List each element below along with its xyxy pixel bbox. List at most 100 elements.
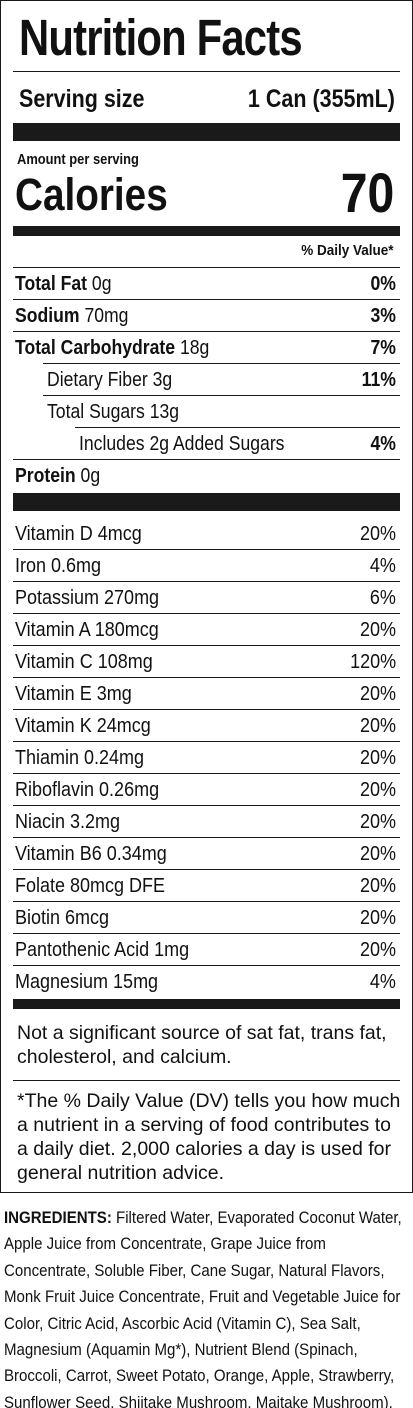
divider	[13, 267, 400, 268]
row-divider	[13, 331, 400, 332]
row-divider	[13, 299, 400, 300]
vitamin-name: Vitamin A 180mcg	[15, 619, 159, 641]
nutrient-row-protein: Protein 0g	[13, 460, 400, 492]
nutrient-name: Total Fat	[15, 273, 88, 295]
vitamin-row: Potassium 270mg 6%	[13, 582, 400, 614]
vitamin-dv: 20%	[359, 907, 396, 929]
vitamin-row: Niacin 3.2mg 20%	[13, 806, 400, 838]
medium-divider	[13, 999, 400, 1009]
row-divider	[13, 901, 400, 902]
nutrient-dv: 3%	[370, 305, 396, 327]
vitamin-dv: 20%	[359, 523, 396, 545]
row-divider	[13, 645, 400, 646]
divider	[13, 71, 400, 72]
vitamin-name: Biotin 6mcg	[15, 907, 110, 929]
vitamin-row: Vitamin C 108mg 120%	[13, 646, 400, 678]
row-divider	[75, 427, 400, 428]
vitamin-row: Biotin 6mcg 20%	[13, 902, 400, 934]
not-significant-note: Not a significant source of sat fat, tra…	[17, 1022, 387, 1068]
vitamin-dv: 6%	[369, 587, 396, 609]
nutrient-name: Total Carbohydrate	[15, 337, 176, 359]
row-divider	[13, 869, 400, 870]
vitamin-name: Vitamin B6 0.34mg	[15, 843, 167, 865]
vitamin-row: Vitamin K 24mcg 20%	[13, 710, 400, 742]
nutrient-row-sodium: Sodium 70mg 3%	[13, 300, 400, 332]
nutrient-name: Sodium	[15, 305, 80, 327]
vitamin-name: Vitamin D 4mcg	[15, 523, 142, 545]
vitamin-dv: 4%	[369, 971, 396, 993]
ingredients-heading: INGREDIENTS:	[4, 1208, 112, 1227]
row-divider	[13, 549, 400, 550]
row-divider	[43, 395, 400, 396]
nutrient-row-added-sugars: Includes 2g Added Sugars 4%	[13, 428, 400, 460]
thick-divider	[13, 493, 400, 511]
label-title: Nutrition Facts	[19, 9, 303, 66]
ingredients-text: Filtered Water, Evaporated Coconut Water…	[4, 1208, 402, 1408]
vitamin-row: Pantothenic Acid 1mg 20%	[13, 934, 400, 966]
vitamin-name: Thiamin 0.24mg	[15, 747, 145, 769]
nutrient-amount: 0g	[91, 273, 112, 295]
ingredients-statement: INGREDIENTS: Filtered Water, Evaporated …	[4, 1205, 411, 1408]
vitamin-row: Vitamin A 180mcg 20%	[13, 614, 400, 646]
vitamin-dv: 120%	[349, 651, 396, 673]
row-divider	[13, 965, 400, 966]
medium-divider	[13, 226, 400, 236]
vitamin-name: Vitamin C 108mg	[15, 651, 153, 673]
vitamin-dv: 20%	[359, 843, 396, 865]
nutrient-dv: 7%	[370, 337, 396, 359]
vitamin-name: Niacin 3.2mg	[15, 811, 121, 833]
row-divider	[13, 677, 400, 678]
nutrient-amount: 0g	[80, 465, 101, 487]
nutrient-dv: 4%	[370, 433, 396, 455]
row-divider	[43, 363, 400, 364]
divider	[13, 1080, 400, 1081]
row-divider	[13, 805, 400, 806]
vitamin-dv: 20%	[359, 683, 396, 705]
row-divider	[13, 773, 400, 774]
vitamin-name: Iron 0.6mg	[15, 555, 102, 577]
nutrition-facts-panel: Nutrition Facts Serving size 1 Can (355m…	[0, 0, 413, 1193]
vitamin-name: Vitamin K 24mcg	[15, 715, 151, 737]
vitamin-dv: 20%	[359, 779, 396, 801]
vitamin-name: Folate 80mcg DFE	[15, 875, 166, 897]
vitamin-row: Magnesium 15mg 4%	[13, 966, 400, 998]
nutrient-dv: 0%	[370, 273, 396, 295]
nutrient-row-total-fat: Total Fat 0g 0%	[13, 268, 400, 300]
vitamin-row: Folate 80mcg DFE 20%	[13, 870, 400, 902]
vitamin-row: Vitamin B6 0.34mg 20%	[13, 838, 400, 870]
vitamin-dv: 20%	[359, 939, 396, 961]
row-divider	[13, 709, 400, 710]
nutrient-amount: 70mg	[84, 305, 129, 327]
vitamin-row: Thiamin 0.24mg 20%	[13, 742, 400, 774]
nutrient-row-dietary-fiber: Dietary Fiber 3g 11%	[13, 364, 400, 396]
vitamin-dv: 20%	[359, 811, 396, 833]
calories-value: 70	[340, 161, 394, 224]
vitamin-name: Pantothenic Acid 1mg	[15, 939, 190, 961]
vitamin-dv: 20%	[359, 747, 396, 769]
row-divider	[13, 581, 400, 582]
row-divider	[13, 613, 400, 614]
nutrient-row-total-sugars: Total Sugars 13g	[13, 396, 400, 428]
row-divider	[13, 933, 400, 934]
daily-value-footnote: *The % Daily Value (DV) tells you how mu…	[17, 1090, 401, 1184]
thick-divider	[13, 123, 400, 141]
vitamin-name: Potassium 270mg	[15, 587, 160, 609]
calories-label: Calories	[15, 169, 168, 220]
nutrient-name: Protein	[15, 465, 76, 487]
daily-value-header: % Daily Value*	[301, 242, 394, 259]
row-divider	[13, 741, 400, 742]
nutrient-name: Dietary Fiber 3g	[47, 369, 173, 391]
vitamin-row: Vitamin D 4mcg 20%	[13, 518, 400, 550]
nutrient-amount: 18g	[179, 337, 210, 359]
vitamin-row: Riboflavin 0.26mg 20%	[13, 774, 400, 806]
row-divider	[13, 459, 400, 460]
amount-per-serving: Amount per serving	[17, 151, 139, 168]
vitamin-row: Iron 0.6mg 4%	[13, 550, 400, 582]
nutrient-dv: 11%	[361, 369, 396, 391]
serving-size-value: 1 Can (355mL)	[248, 85, 395, 113]
vitamin-row: Vitamin E 3mg 20%	[13, 678, 400, 710]
vitamin-dv: 20%	[359, 875, 396, 897]
vitamin-dv: 20%	[359, 619, 396, 641]
vitamin-name: Vitamin E 3mg	[15, 683, 132, 705]
serving-size-label: Serving size	[19, 85, 145, 113]
